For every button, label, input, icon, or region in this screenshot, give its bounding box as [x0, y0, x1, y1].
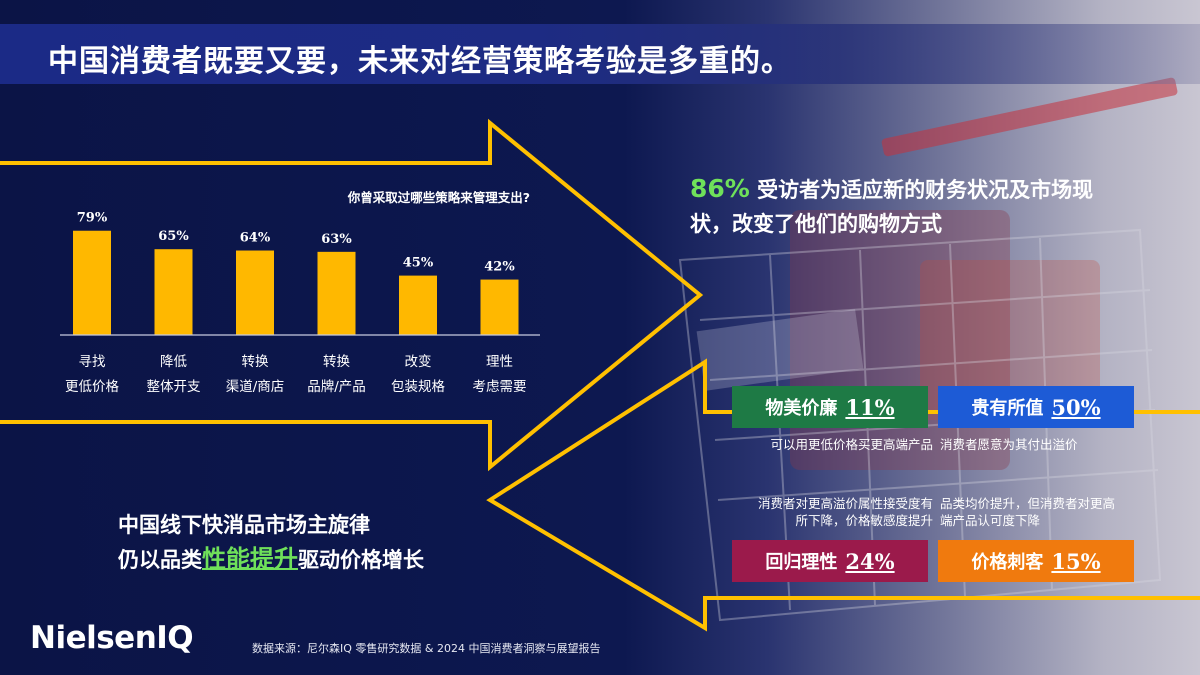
quadrant-label: 物美价廉	[765, 398, 838, 419]
category-label: 转换	[323, 354, 350, 370]
bar	[73, 230, 111, 335]
quadrant-value-for-money: 物美价廉 11%	[732, 386, 928, 428]
bottom-message: 中国线下快消品市场主旋律 仍以品类性能提升驱动价格增长	[118, 508, 548, 577]
right-arrow-outline	[0, 118, 704, 472]
quadrant-label: 回归理性	[765, 552, 838, 573]
bar	[154, 249, 193, 335]
quadrant-value: 50%	[1051, 394, 1101, 420]
callout: 86% 受访者为适应新的财务状况及市场现状，改变了他们的购物方式	[690, 172, 1110, 241]
data-label: 64%	[240, 231, 271, 246]
category-label: 品牌/产品	[307, 378, 366, 395]
data-label: 42%	[484, 260, 515, 275]
category-label: 考虑需要	[473, 379, 527, 395]
quadrant-desc: 消费者愿意为其付出溢价	[940, 437, 1078, 452]
category-label: 理性	[486, 354, 513, 370]
category-label: 整体开支	[147, 379, 201, 395]
quadrant-desc: 消费者对更高溢价属性接受度有 所下降，价格敏感度提升	[688, 495, 933, 529]
quadrant-desc-line1: 品类均价提升，但消费者对更高	[940, 496, 1116, 511]
bar	[480, 279, 519, 335]
category-label: 包装规格	[391, 379, 445, 395]
quadrant-label: 价格刺客	[971, 552, 1044, 573]
category-label: 寻找	[79, 354, 106, 370]
data-label: 79%	[77, 211, 108, 226]
category-label: 转换	[242, 354, 269, 370]
bottom-message-highlight: 性能提升	[202, 545, 298, 573]
bar	[236, 250, 274, 335]
bar	[399, 275, 437, 335]
page-title: 中国消费者既要又要，未来对经营策略考验是多重的。	[48, 44, 792, 79]
quadrant-desc-line2: 端产品认可度下降	[940, 513, 1041, 528]
bottom-message-line2: 仍以品类性能提升驱动价格增长	[118, 542, 548, 577]
bottom-message-after: 驱动价格增长	[298, 548, 424, 572]
bottom-message-before: 仍以品类	[118, 548, 202, 572]
quadrant-value: 24%	[845, 548, 895, 574]
quadrant-price-assassin: 价格刺客 15%	[938, 540, 1134, 582]
callout-percent: 86%	[690, 174, 750, 203]
quadrant-return-to-rational: 回归理性 24%	[732, 540, 928, 582]
quadrant-value: 15%	[1051, 548, 1101, 574]
left-arrow-outline	[486, 358, 1200, 632]
category-label: 降低	[160, 354, 187, 370]
data-source: 数据来源：尼尔森IQ 零售研究数据 & 2024 中国消费者洞察与展望报告	[252, 642, 601, 655]
quadrant-desc: 可以用更低价格买更高端产品	[770, 437, 933, 452]
data-label: 65%	[158, 229, 189, 244]
bottom-message-line1: 中国线下快消品市场主旋律	[118, 513, 370, 537]
callout-text: 受访者为适应新的财务状况及市场现状，改变了他们的购物方式	[690, 178, 1094, 236]
category-label: 改变	[405, 354, 432, 370]
category-label: 渠道/商店	[226, 379, 285, 395]
quadrant-label: 贵有所值	[971, 398, 1044, 419]
quadrant-worth-the-price: 贵有所值 50%	[938, 386, 1134, 428]
quadrant-desc-line2: 所下降，价格敏感度提升	[795, 513, 933, 528]
quadrant-desc-line1: 消费者对更高溢价属性接受度有	[757, 496, 933, 511]
quadrant-desc: 品类均价提升，但消费者对更高 端产品认可度下降	[940, 495, 1170, 529]
bar	[317, 251, 356, 335]
quadrant-value: 11%	[845, 394, 895, 420]
nielseniq-logo: NielsenIQ	[30, 620, 194, 656]
data-label: 63%	[321, 232, 352, 247]
title-bar	[0, 24, 1200, 84]
data-label: 45%	[403, 256, 434, 271]
chart-title: 你曾采取过哪些策略来管理支出?	[347, 190, 530, 205]
category-label: 更低价格	[65, 379, 119, 395]
